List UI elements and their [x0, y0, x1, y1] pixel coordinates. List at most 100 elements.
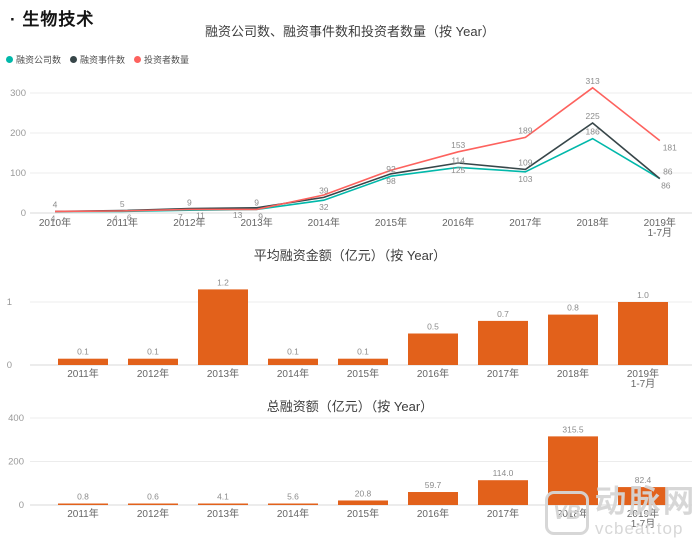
- data-label: 92: [386, 164, 396, 174]
- x-axis-label: 2016年: [417, 367, 449, 380]
- bar-data-label: 0.8: [567, 303, 579, 313]
- legend-item-investors[interactable]: 投资者数量: [134, 53, 189, 66]
- bar[interactable]: [408, 492, 458, 505]
- x-axis-label: 2015年: [375, 216, 407, 229]
- x-axis-label: 2012年: [173, 216, 205, 229]
- y-tick-label: 0: [21, 208, 26, 219]
- data-label: 86: [663, 167, 673, 177]
- data-label: 98: [386, 176, 396, 186]
- bar[interactable]: [478, 480, 528, 505]
- x-axis-label: 2018年: [557, 507, 589, 520]
- bar[interactable]: [618, 487, 668, 505]
- data-label: 13: [233, 210, 243, 220]
- bar-data-label: 0.6: [147, 492, 159, 502]
- data-label: 125: [451, 165, 465, 175]
- data-label: 9: [258, 211, 263, 221]
- bar[interactable]: [198, 503, 248, 506]
- x-axis-label: 2010年: [39, 216, 71, 229]
- bar[interactable]: [268, 503, 318, 506]
- x-axis-label: 2016年: [417, 507, 449, 520]
- bar-data-label: 0.5: [427, 322, 439, 332]
- bar-data-label: 5.6: [287, 492, 299, 502]
- bar[interactable]: [408, 333, 458, 366]
- bar[interactable]: [338, 500, 388, 505]
- legend-dot-teal-icon: [6, 56, 13, 63]
- watermark: VB 动脉网 vcbeat.top: [545, 486, 697, 537]
- bar-data-label: 20.8: [355, 488, 372, 498]
- line-chart: 0 100 200 300 2010年 2011年 2012年 2013年 2014年 2015年…: [10, 76, 692, 239]
- bar-data-label: 0.1: [287, 347, 299, 357]
- bar[interactable]: [58, 358, 108, 365]
- bar-data-label: 0.7: [497, 309, 509, 319]
- data-label: 11: [196, 211, 205, 221]
- x-axis-label: 2013年: [240, 216, 272, 229]
- legend-item-companies[interactable]: 融资公司数: [6, 53, 61, 66]
- x-axis-label: 2011年: [67, 507, 99, 520]
- data-label: 109: [518, 157, 532, 167]
- y-tick-label: 0: [7, 360, 12, 371]
- bar-data-label: 82.4: [635, 475, 652, 485]
- data-label: 225: [586, 111, 600, 121]
- bar-data-label: 1.0: [637, 290, 649, 300]
- watermark-domain: vcbeat.top: [595, 519, 684, 538]
- y-tick-label: 200: [8, 457, 24, 468]
- data-label: 4: [113, 213, 118, 223]
- data-label: 153: [451, 140, 465, 150]
- bar[interactable]: [128, 358, 178, 365]
- bar[interactable]: [198, 289, 248, 365]
- legend: 融资公司数 融资事件数 投资者数量: [6, 53, 189, 66]
- y-tick-label: 100: [10, 168, 26, 179]
- bar[interactable]: [618, 302, 668, 365]
- vcbeat-logo-icon: VB: [545, 491, 589, 535]
- bar-chart: 0 200 400 2011年 2012年 2013年 2014年 2015年 2016年 201…: [8, 413, 692, 530]
- data-label: 114: [451, 155, 465, 165]
- avg-funding-chart-title: 平均融资金额（亿元）（按 Year）: [253, 248, 447, 263]
- bar[interactable]: [268, 358, 318, 365]
- series-line-融资公司数[interactable]: [55, 137, 661, 213]
- x-axis-label: 2013年: [207, 507, 239, 520]
- y-tick-label: 300: [10, 88, 26, 99]
- x-axis-label: 2011年: [106, 216, 138, 229]
- x-axis-label: 2017年: [509, 216, 541, 229]
- data-label: 9: [187, 197, 192, 207]
- data-label: 4: [51, 213, 56, 223]
- x-axis-label: 2015年: [347, 367, 379, 380]
- x-axis-label: 2018年: [576, 216, 608, 229]
- x-axis-label: 2019年 1-7月: [627, 507, 659, 530]
- bar[interactable]: [58, 503, 108, 506]
- series-line-投资者数量[interactable]: [54, 86, 661, 213]
- line-chart-title: 融资公司数、融资事件数和投资者数量（按 Year）: [205, 24, 495, 39]
- x-axis-label: 2016年: [442, 216, 474, 229]
- series-line-融资事件数[interactable]: [54, 121, 661, 213]
- data-label: 4: [53, 199, 58, 209]
- bar-data-label: 0.1: [357, 347, 369, 357]
- legend-label: 投资者数量: [144, 55, 190, 65]
- bar[interactable]: [478, 320, 528, 365]
- y-tick-label: 400: [8, 413, 24, 424]
- bar[interactable]: [128, 503, 178, 506]
- y-tick-label: 0: [19, 500, 24, 511]
- bar[interactable]: [548, 314, 598, 365]
- vcbeat-logo-text: VB: [553, 502, 581, 524]
- data-label: 39: [319, 185, 329, 195]
- bar-data-label: 1.2: [217, 277, 229, 287]
- bar-data-label: 4.1: [217, 492, 229, 502]
- bar-data-label: 0.1: [147, 347, 159, 357]
- data-label: 186: [586, 127, 600, 137]
- x-axis-label: 2017年: [487, 507, 519, 520]
- bar[interactable]: [338, 358, 388, 365]
- bar-data-label: 0.8: [77, 492, 89, 502]
- x-axis-label: 2014年: [277, 507, 309, 520]
- x-axis-label: 2012年: [137, 367, 169, 380]
- data-label: 5: [120, 199, 125, 209]
- bar-data-label: 0.1: [77, 347, 89, 357]
- x-axis-label: 2017年: [487, 367, 519, 380]
- x-axis-label: 2013年: [207, 367, 239, 380]
- y-tick-label: 200: [10, 128, 26, 139]
- x-axis-label: 2014年: [308, 216, 340, 229]
- bar-data-label: 315.5: [562, 424, 584, 434]
- legend-item-events[interactable]: 融资事件数: [70, 53, 125, 66]
- x-axis-label: 2015年: [347, 507, 379, 520]
